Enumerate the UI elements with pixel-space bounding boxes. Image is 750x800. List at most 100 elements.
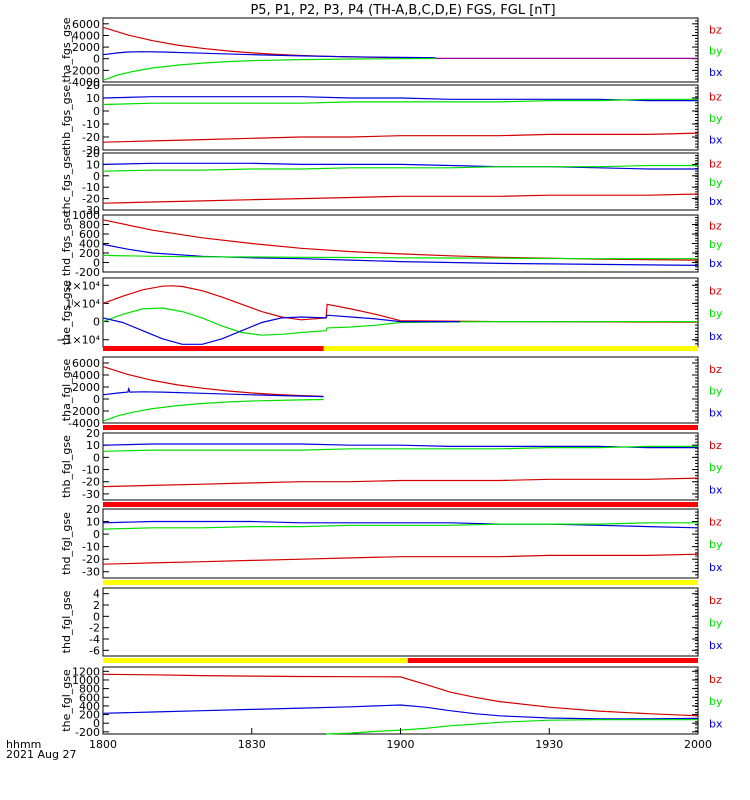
ytick-label: 400 [79, 700, 100, 713]
legend-bx: bx [709, 330, 723, 343]
legend-by: by [709, 617, 723, 630]
legend-by: by [709, 538, 723, 551]
series-bx [102, 243, 699, 266]
series-by [102, 522, 698, 530]
y-axis-label: tha_fgs_gse [60, 17, 73, 82]
xtick-label: 1900 [387, 738, 415, 751]
legend-bx: bx [709, 195, 723, 208]
legend-bz: bz [709, 24, 722, 37]
series-by [102, 57, 436, 81]
legend-bz: bz [709, 363, 722, 376]
ytick-label: 200 [79, 709, 100, 722]
ytick-label: 0 [93, 105, 100, 118]
xtick-label: 1800 [89, 738, 117, 751]
y-axis-label: thd_fgl_gse [60, 512, 73, 575]
legend-by: by [709, 176, 723, 189]
series-by [326, 719, 698, 735]
series-bz [102, 285, 699, 323]
series-bz [102, 132, 699, 143]
ytick-label: -20 [82, 553, 100, 566]
ytick-label: 1000 [72, 209, 100, 222]
flag-bar-red [103, 502, 698, 507]
ytick-label: -10 [82, 118, 100, 131]
y-axis-label: thb_fgs_gse [60, 85, 73, 151]
y-axis-label: thc_fgs_gse [60, 149, 73, 214]
panel-frame [102, 432, 699, 501]
ytick-label: 800 [79, 683, 100, 696]
panel-frame [102, 214, 699, 273]
ytick-label: 20 [86, 503, 100, 516]
flag-bar-yellow [103, 580, 698, 585]
ytick-label: 2×10⁴ [65, 279, 100, 292]
ytick-label: -200 [75, 266, 100, 279]
series-by [102, 398, 324, 422]
ytick-label: -2000 [68, 405, 100, 418]
legend-by: by [709, 45, 723, 58]
ytick-label: 10 [86, 92, 100, 105]
flag-bar-yellow [323, 346, 698, 351]
ytick-label: -4000 [68, 417, 100, 430]
legend-bx: bx [709, 561, 723, 574]
ytick-label: 0 [93, 316, 100, 329]
series-bz [102, 219, 699, 261]
ytick-label: 400 [79, 238, 100, 251]
plot-title: P5, P1, P2, P3, P4 (TH-A,B,C,D,E) FGS, F… [250, 3, 555, 18]
x-axis-label-hhmm: hhmm [6, 738, 41, 751]
ytick-label: -200 [75, 726, 100, 739]
ytick-label: -30 [82, 566, 100, 579]
ytick-label: 2 [93, 599, 100, 612]
y-axis-label: thd_fgl_gse [60, 590, 73, 653]
flag-bar-red [407, 658, 698, 663]
xtick-label: 2000 [684, 738, 712, 751]
panel-frame [102, 356, 699, 424]
series-bx [102, 704, 699, 720]
series-by [102, 164, 698, 172]
ytick-label: -6 [89, 644, 100, 657]
ytick-label: 0 [93, 393, 100, 406]
legend-bx: bx [709, 717, 723, 730]
ytick-label: -30 [82, 144, 100, 157]
flag-bar-red [103, 425, 698, 430]
legend-bz: bz [709, 515, 722, 528]
ytick-label: -2000 [68, 64, 100, 77]
legend-bx: bx [709, 134, 723, 147]
ytick-label: 1×10⁴ [65, 297, 100, 310]
legend-by: by [709, 461, 723, 474]
x-axis: 1800 1830 1900 1930 2000 [89, 728, 712, 751]
y-axis-label: thd_fgs_gse [60, 211, 73, 277]
ytick-label: -4000 [68, 76, 100, 89]
y-axis-label: the_fgl_gse [60, 669, 73, 732]
series-bz [102, 553, 699, 565]
panel-frame [102, 508, 699, 579]
ytick-label: -20 [82, 193, 100, 206]
ytick-label: 4000 [72, 369, 100, 382]
series-bz [102, 477, 699, 488]
ytick-label: 0 [93, 451, 100, 464]
ytick-label: 200 [79, 247, 100, 260]
series-bz [102, 26, 436, 59]
legend-bx: bx [709, 66, 723, 79]
series-bz [102, 673, 699, 717]
series-by [102, 98, 698, 106]
legend-bz: bz [709, 439, 722, 452]
legend-by: by [709, 385, 723, 398]
x-axis-label-date: 2021 Aug 27 [6, 748, 76, 761]
series-by [102, 445, 698, 452]
legend-by: by [709, 307, 723, 320]
legend-bx: bx [709, 406, 723, 419]
y-axis-label: the_fgs_gse [60, 280, 73, 345]
series-bx [102, 51, 436, 59]
legend-by: by [709, 238, 723, 251]
legend-bx: bx [709, 639, 723, 652]
legend-by: by [709, 112, 723, 125]
ytick-label: 800 [79, 219, 100, 232]
ytick-label: 2000 [72, 381, 100, 394]
xtick-label: 1930 [535, 738, 563, 751]
series-bx [102, 520, 699, 529]
panel-thd_fgl_gse: 420-2-4-6 thd_fgl_gse bz by bx [60, 587, 723, 663]
